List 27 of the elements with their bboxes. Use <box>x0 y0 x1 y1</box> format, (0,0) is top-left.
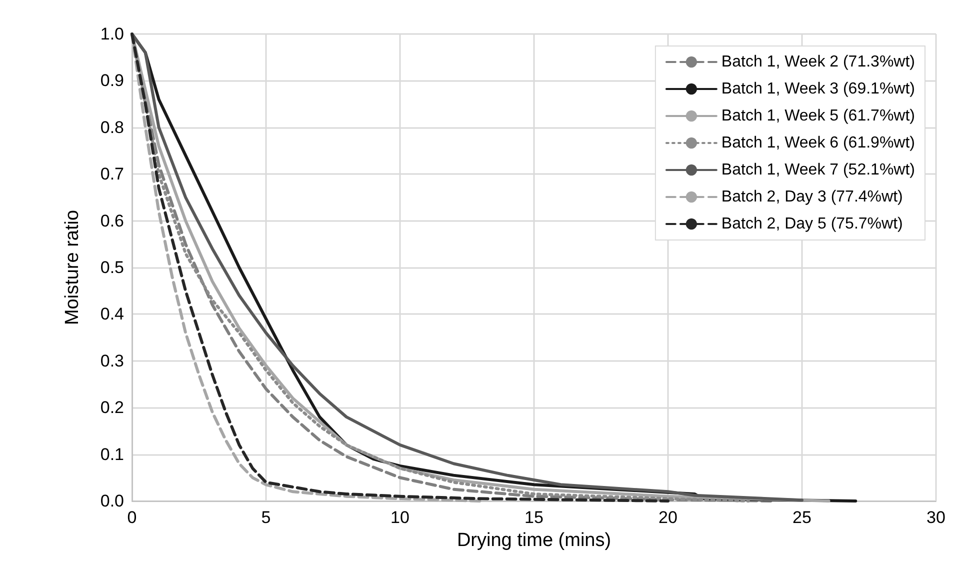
legend-label: Batch 2, Day 3 (77.4%wt) <box>721 188 903 206</box>
legend-label: Batch 2, Day 5 (75.7%wt) <box>721 216 903 232</box>
x-axis-title: Drying time (mins) <box>456 530 612 551</box>
y-axis-title: Moisture ratio <box>62 210 83 326</box>
legend-label: Batch 1, Week 3 (69.1%wt) <box>721 80 916 98</box>
y-tick-label: 0.8 <box>100 118 124 137</box>
y-tick-label: 0.2 <box>100 398 124 418</box>
x-tick-label: 5 <box>261 508 271 527</box>
y-tick-label: 0.7 <box>100 164 124 184</box>
x-tick-label: 15 <box>524 508 544 527</box>
y-tick-label: 0.9 <box>100 71 124 90</box>
x-tick-label: 25 <box>792 508 812 527</box>
x-tick-label: 20 <box>658 508 678 527</box>
legend-label: Batch 1, Week 2 (71.3%wt) <box>721 54 916 70</box>
y-tick-label: 0.4 <box>100 304 124 324</box>
y-tick-label: 1.0 <box>100 24 124 44</box>
y-tick-label: 0.1 <box>100 444 124 464</box>
legend-label: Batch 1, Week 6 (61.9%wt) <box>721 134 916 152</box>
y-tick-label: 0.3 <box>100 351 124 370</box>
x-tick-label: 0 <box>127 508 137 527</box>
legend-label: Batch 1, Week 5 (61.7%wt) <box>721 108 916 124</box>
legend-label: Batch 1, Week 7 (52.1%wt) <box>721 162 916 178</box>
y-tick-label: 0.0 <box>100 492 124 510</box>
y-tick-label: 0.6 <box>100 211 124 230</box>
x-tick-label: 10 <box>390 508 410 527</box>
y-tick-label: 0.5 <box>100 258 124 277</box>
x-tick-label: 30 <box>926 508 946 527</box>
